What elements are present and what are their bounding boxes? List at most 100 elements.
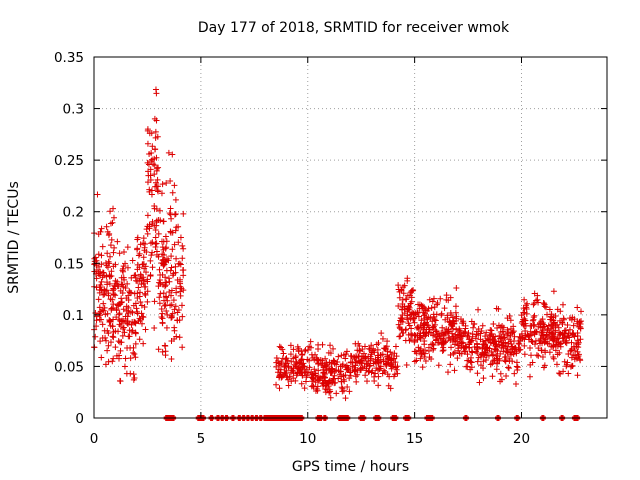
data-point <box>507 317 514 324</box>
data-point <box>342 395 349 402</box>
data-point <box>155 283 162 290</box>
data-point <box>176 278 183 285</box>
data-point <box>371 349 378 356</box>
data-point <box>306 364 313 371</box>
data-point <box>151 162 158 169</box>
chart-title: Day 177 of 2018, SRMTID for receiver wmo… <box>198 20 510 36</box>
data-point <box>509 329 516 336</box>
data-point <box>574 304 581 311</box>
data-point <box>335 353 342 360</box>
data-point <box>442 316 449 323</box>
data-point <box>543 304 550 311</box>
data-point <box>312 351 319 358</box>
data-point <box>151 298 158 305</box>
data-point <box>357 365 364 372</box>
data-point <box>292 377 299 384</box>
data-point <box>147 240 154 247</box>
data-point <box>125 304 132 311</box>
data-point <box>433 336 440 343</box>
data-point <box>146 186 153 193</box>
data-point <box>479 344 486 351</box>
data-point <box>543 331 550 338</box>
data-point <box>388 365 395 372</box>
data-point <box>146 151 153 158</box>
data-point <box>396 325 403 332</box>
data-point <box>130 371 137 378</box>
data-point <box>153 165 160 172</box>
data-point <box>133 305 140 312</box>
data-point <box>309 371 316 378</box>
plot-frame <box>93 56 608 419</box>
data-point <box>105 330 112 337</box>
data-point <box>134 236 141 243</box>
data-point <box>169 151 176 158</box>
data-point <box>557 370 564 377</box>
data-point <box>141 303 148 310</box>
data-point <box>163 324 170 331</box>
x-tick-label: 5 <box>197 431 206 447</box>
data-point <box>362 372 369 379</box>
data-point <box>426 354 433 361</box>
data-point <box>352 359 359 366</box>
data-point <box>560 334 567 341</box>
data-point <box>541 339 548 346</box>
data-point <box>447 337 454 344</box>
data-point <box>102 260 109 267</box>
data-point <box>142 269 149 276</box>
data-point <box>276 362 283 369</box>
data-point <box>565 351 572 358</box>
data-point <box>158 305 165 312</box>
data-point <box>309 382 316 389</box>
data-point <box>107 339 114 346</box>
data-point <box>552 347 559 354</box>
data-point <box>323 367 330 374</box>
data-point <box>116 310 123 317</box>
data-point <box>117 347 124 354</box>
data-point <box>544 325 551 332</box>
data-point <box>128 274 135 281</box>
data-point <box>505 330 512 337</box>
data-point <box>110 355 117 362</box>
data-point <box>527 345 533 352</box>
data-point <box>415 344 422 351</box>
data-point <box>535 299 542 306</box>
data-point <box>147 272 154 279</box>
data-point <box>529 359 536 366</box>
data-point <box>97 338 104 345</box>
data-point <box>411 337 418 344</box>
data-point <box>540 324 547 331</box>
data-point <box>565 332 572 339</box>
data-point <box>547 316 554 323</box>
data-point <box>415 313 422 320</box>
x-tick-label: 20 <box>513 431 530 447</box>
data-point <box>355 353 362 360</box>
data-point <box>521 296 528 303</box>
data-point <box>528 352 535 359</box>
data-point <box>402 327 409 334</box>
data-point <box>541 335 548 342</box>
data-point <box>517 346 524 353</box>
data-point <box>429 341 436 348</box>
data-point <box>148 158 155 165</box>
data-point <box>577 336 584 343</box>
data-point <box>180 245 187 252</box>
data-point <box>499 323 506 330</box>
data-point <box>531 321 538 328</box>
data-point <box>432 317 439 324</box>
data-point <box>518 320 525 327</box>
data-point <box>315 367 322 374</box>
data-point <box>468 337 475 344</box>
data-point <box>411 358 418 365</box>
data-point <box>177 288 184 295</box>
data-point <box>435 362 442 369</box>
data-point <box>100 291 107 298</box>
data-point <box>312 370 319 377</box>
data-point <box>480 341 487 348</box>
data-point <box>316 376 323 383</box>
data-point <box>415 301 422 308</box>
data-point <box>295 364 302 371</box>
data-point <box>498 376 505 383</box>
data-point <box>165 275 172 282</box>
data-point <box>140 254 147 261</box>
data-point <box>98 278 105 285</box>
